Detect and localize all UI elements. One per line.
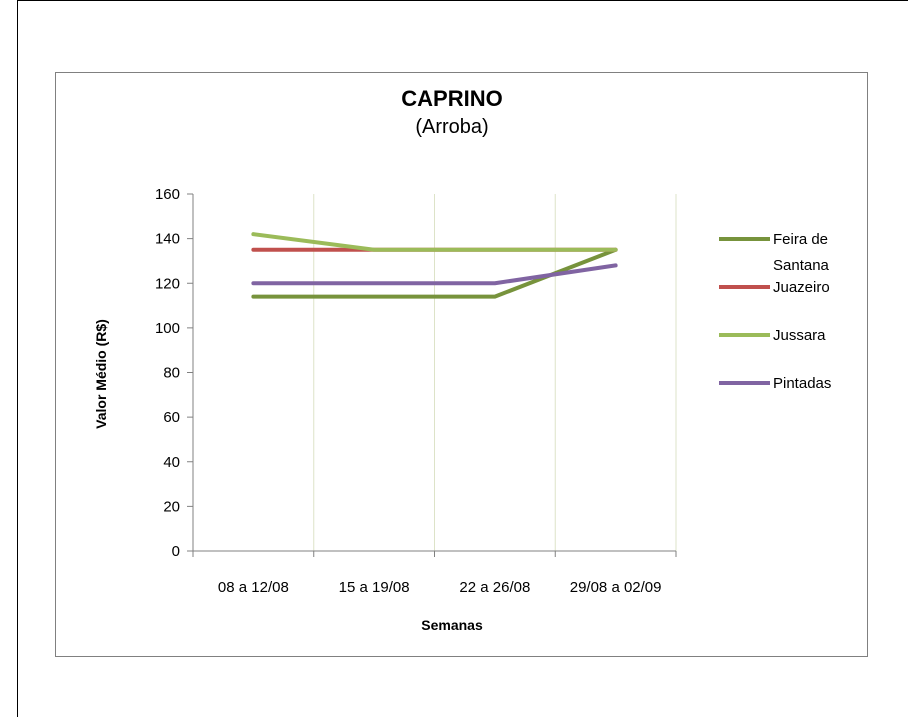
page-border-left [17,0,18,717]
y-tick-label: 160 [155,186,180,203]
legend-label: Feira de [773,231,828,248]
legend-label: Jussara [773,327,826,344]
gridlines [313,194,677,551]
x-tick-label: 15 a 19/08 [339,579,410,596]
series-line [251,232,618,252]
y-tick-label: 0 [172,543,180,560]
x-tick-label: 08 a 12/08 [218,579,289,596]
x-tick-label: 22 a 26/08 [459,579,530,596]
y-tick-label: 120 [155,275,180,292]
x-tick-label: 29/08 a 02/09 [570,579,662,596]
y-tick-label: 140 [155,231,180,248]
chart-title: CAPRINO [401,86,502,111]
y-tick-label: 40 [163,454,180,471]
chart-subtitle: (Arroba) [415,116,488,138]
tick-labels: 0 20 40 60 80 100 120 140 160 08 a 12/08 15 a 19/0… [155,186,662,596]
x-axis-title: Semanas [421,617,483,633]
y-tick-label: 80 [163,365,180,382]
series-lines [251,232,618,299]
legend: Feira de Santana Juazeiro Jussara Pintadas [719,231,831,392]
axes [187,193,677,557]
legend-label: Pintadas [773,375,831,392]
chart-frame [55,72,868,657]
page-border-top [17,0,908,1]
y-axis-title: Valor Médio (R$) [93,319,109,429]
series-line [251,263,618,286]
legend-label: Santana [773,257,830,274]
y-tick-label: 60 [163,409,180,426]
y-tick-label: 100 [155,320,180,337]
y-tick-label: 20 [163,498,180,515]
legend-label: Juazeiro [773,279,830,296]
